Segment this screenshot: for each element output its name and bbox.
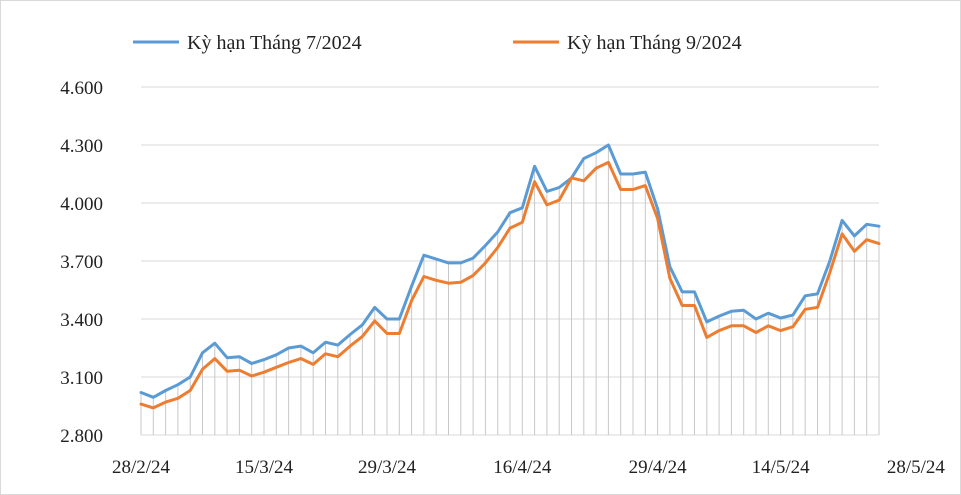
legend: Kỳ hạn Tháng 7/2024 Kỳ hạn Tháng 9/2024 [133,32,742,54]
y-tick-label: 2.800 [60,426,103,447]
x-axis-ticks: 28/2/24 15/3/24 29/3/24 16/4/24 29/4/24 14/5/… [112,457,945,478]
legend-label-series-1: Kỳ hạn Tháng 7/2024 [187,32,362,54]
x-tick-label: 28/5/24 [887,457,946,478]
x-tick-label: 14/5/24 [752,457,811,478]
series-line-1 [139,143,881,399]
x-tick-label: 28/2/24 [112,457,171,478]
drop-lines [140,145,880,435]
series-lines [139,143,881,410]
y-tick-label: 3.700 [60,252,103,273]
x-tick-label: 29/3/24 [358,457,417,478]
y-tick-label: 3.100 [60,368,103,389]
y-tick-label: 4.600 [60,78,103,99]
x-tick-label: 29/4/24 [629,457,688,478]
x-tick-label: 16/4/24 [493,457,552,478]
y-tick-label: 4.000 [60,194,103,215]
y-axis-ticks: 2.800 3.100 3.400 3.700 4.000 4.300 4.600 [60,78,103,447]
legend-label-series-2: Kỳ hạn Tháng 9/2024 [567,32,742,54]
y-tick-label: 4.300 [60,136,103,157]
series-line-2 [139,160,881,410]
y-tick-label: 3.400 [60,310,103,331]
x-tick-label: 15/3/24 [235,457,294,478]
